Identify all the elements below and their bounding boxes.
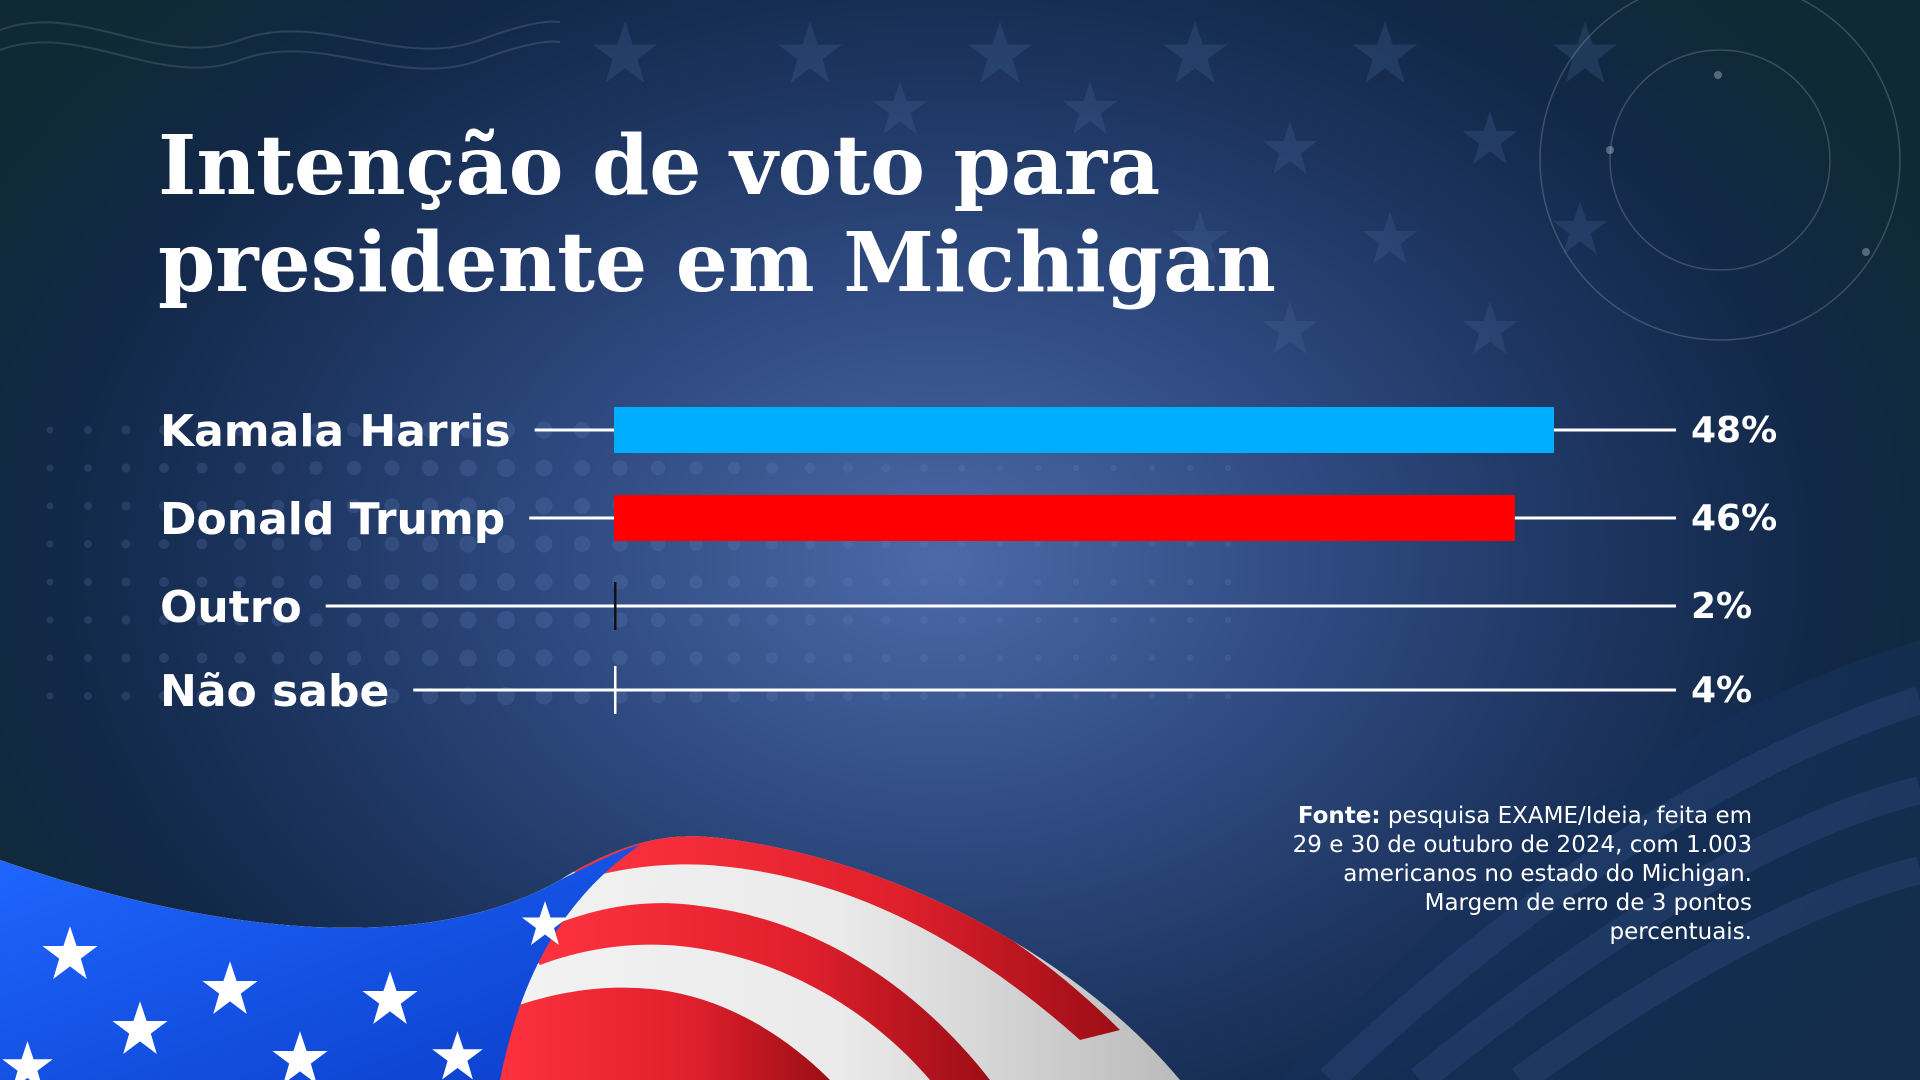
chart-title-line-2: presidente em Michigan <box>158 215 1276 311</box>
source-note-text: pesquisa EXAME/Ideia, feita em 29 e 30 d… <box>1292 803 1752 945</box>
category-label-outro: Outro <box>160 582 302 633</box>
bar-nao-sabe <box>614 666 617 714</box>
wave-lines-decoration <box>0 20 561 70</box>
source-note: Fonte: pesquisa EXAME/Ideia, feita em 29… <box>1292 802 1752 947</box>
wave-decoration <box>1280 640 1920 1080</box>
category-label-kamala-harris: Kamala Harris <box>160 406 511 457</box>
chart-title: Intenção de voto para presidente em Mich… <box>158 118 1458 312</box>
stripe-decoration <box>1320 686 1920 1080</box>
circle-dots-decoration <box>1606 71 1870 256</box>
chart-title-line-1: Intenção de voto para <box>158 118 1161 214</box>
value-label-nao-sabe: 4% <box>1691 670 1752 711</box>
category-label-donald-trump: Donald Trump <box>160 494 505 545</box>
circle-decoration <box>1539 0 1901 341</box>
bar-outro <box>614 582 617 630</box>
value-label-kamala-harris: 48% <box>1691 410 1777 451</box>
value-label-outro: 2% <box>1691 586 1752 627</box>
source-note-label: Fonte: <box>1297 803 1381 829</box>
value-label-donald-trump: 46% <box>1691 498 1777 539</box>
bar-donald-trump <box>614 495 1515 541</box>
category-label-nao-sabe: Não sabe <box>160 666 389 717</box>
bar-kamala-harris <box>614 407 1554 453</box>
